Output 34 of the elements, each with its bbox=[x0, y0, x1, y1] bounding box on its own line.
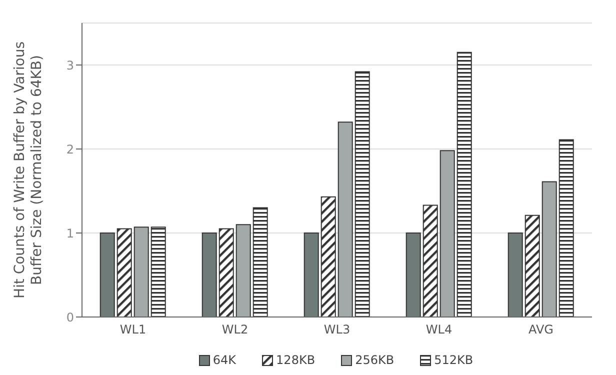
x-tick-label: WL3 bbox=[324, 322, 350, 337]
x-tick-label: AVG bbox=[528, 322, 554, 337]
x-tick-label: WL4 bbox=[426, 322, 452, 337]
bar bbox=[406, 232, 421, 317]
bar bbox=[116, 228, 132, 317]
y-tick-label: 0 bbox=[66, 310, 74, 324]
y-axis-title: Hit Counts of Write Buffer by Various Buffer Size (Normalized to 64KB) bbox=[12, 41, 45, 299]
bar bbox=[100, 232, 115, 317]
bar bbox=[508, 232, 523, 317]
bar bbox=[304, 232, 319, 317]
bar bbox=[456, 52, 472, 317]
bar bbox=[354, 71, 370, 317]
bar bbox=[338, 122, 353, 317]
legend-label: 256KB bbox=[354, 353, 394, 367]
bar bbox=[150, 226, 166, 317]
bar bbox=[524, 214, 540, 317]
bar bbox=[440, 150, 455, 317]
x-tick-label: WL2 bbox=[222, 322, 248, 337]
bar bbox=[134, 226, 149, 317]
bar bbox=[202, 232, 217, 317]
bar bbox=[218, 228, 234, 317]
x-tick-label: WL1 bbox=[120, 322, 146, 337]
y-tick-label: 1 bbox=[66, 226, 74, 240]
legend-label: 128KB bbox=[275, 353, 316, 367]
bar bbox=[236, 224, 251, 317]
bar bbox=[542, 181, 557, 317]
bar bbox=[252, 207, 268, 317]
legend-label: 512KB bbox=[433, 353, 474, 367]
bar bbox=[558, 139, 574, 317]
bar bbox=[320, 196, 336, 317]
bar bbox=[422, 204, 438, 317]
y-tick-label: 3 bbox=[66, 58, 74, 72]
y-tick-label: 2 bbox=[66, 142, 74, 156]
legend-label: 64K bbox=[212, 353, 236, 367]
